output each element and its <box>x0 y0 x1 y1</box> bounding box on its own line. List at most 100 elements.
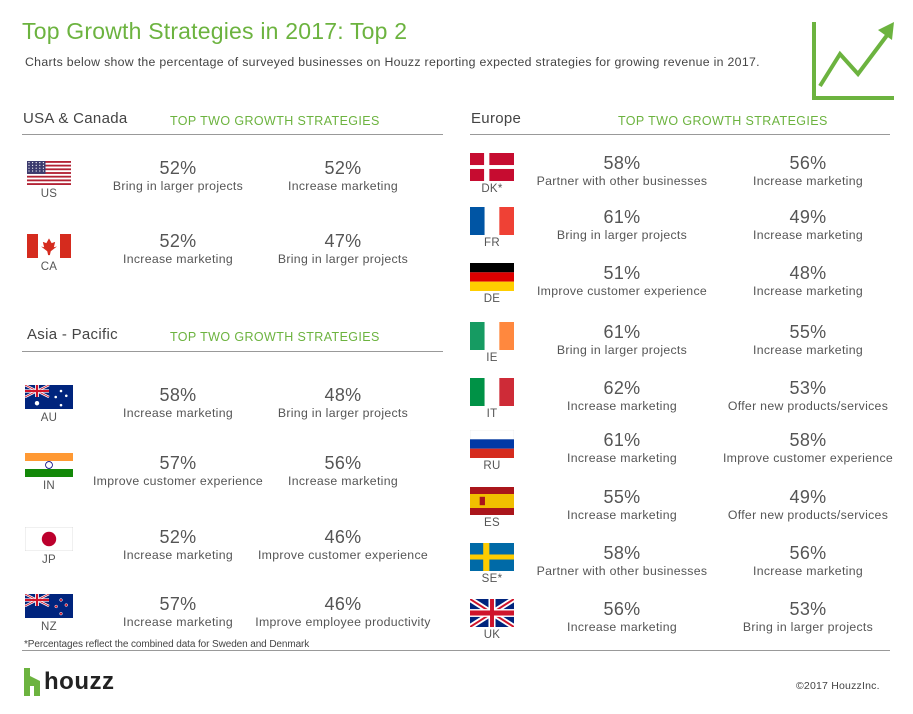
strategy-two: 55% Increase marketing <box>713 322 903 358</box>
strategy-two: 53% Offer new products/services <box>713 378 903 414</box>
strategy-one-percent: 61% <box>603 207 641 227</box>
strategy-one-label: Increase marketing <box>567 508 677 522</box>
section-title-usa-canada: USA & Canada <box>23 110 128 127</box>
strategy-row: DE 51% Improve customer experience 48% I… <box>0 263 913 313</box>
country-code: IN <box>42 480 56 492</box>
strategy-two-percent: 46% <box>324 527 362 547</box>
footer-divider <box>22 650 890 651</box>
strategy-row: JP 52% Increase marketing 46% Improve cu… <box>0 527 450 577</box>
flag-ca-icon <box>27 234 71 258</box>
strategy-one-label: Partner with other businesses <box>536 564 708 578</box>
strategy-row: IE 61% Bring in larger projects 55% Incr… <box>0 322 913 372</box>
strategy-two-percent: 53% <box>789 378 827 398</box>
strategy-one: 57% Improve customer experience <box>88 453 268 489</box>
strategy-two-label: Improve customer experience <box>257 548 429 562</box>
strategy-one-label: Improve customer experience <box>536 284 708 298</box>
strategy-two: 58% Improve customer experience <box>713 430 903 466</box>
strategy-row: NZ 57% Increase marketing 46% Improve em… <box>0 594 450 644</box>
strategy-two: 52% Increase marketing <box>248 158 438 194</box>
strategy-one: 61% Increase marketing <box>532 430 712 466</box>
strategy-row: FR 61% Bring in larger projects 49% Incr… <box>0 207 913 257</box>
country-code: IE <box>486 352 498 364</box>
strategy-two-percent: 55% <box>789 322 827 342</box>
strategy-one: 58% Increase marketing <box>88 385 268 421</box>
strategy-one-percent: 51% <box>603 263 641 283</box>
strategy-one-label: Increase marketing <box>123 252 233 266</box>
strategy-two: 46% Improve customer experience <box>248 527 438 563</box>
strategy-two-label: Offer new products/services <box>727 399 889 413</box>
flag-ru-icon <box>470 430 514 458</box>
section-divider <box>22 351 443 352</box>
page-title: Top Growth Strategies in 2017: Top 2 <box>22 18 408 44</box>
flag-jp-icon <box>25 527 73 551</box>
strategy-two-percent: 48% <box>324 385 362 405</box>
strategy-two-percent: 47% <box>324 231 362 251</box>
strategy-one: 51% Improve customer experience <box>532 263 712 299</box>
footnote: *Percentages reflect the combined data f… <box>24 639 310 650</box>
strategy-one-percent: 56% <box>603 599 641 619</box>
strategy-one-label: Increase marketing <box>123 406 233 420</box>
country-code: ES <box>484 517 500 529</box>
strategy-one-label: Bring in larger projects <box>112 179 244 193</box>
country-code: DK* <box>481 183 503 195</box>
section-title-europe: Europe <box>471 110 522 127</box>
strategy-one-percent: 52% <box>159 527 197 547</box>
strategy-one-percent: 58% <box>159 385 197 405</box>
strategy-two-percent: 49% <box>789 207 827 227</box>
strategy-one-percent: 57% <box>159 594 197 614</box>
country-code: US <box>40 188 58 200</box>
flag-es-icon <box>470 487 514 515</box>
flag-au-icon <box>25 385 73 409</box>
strategy-two: 48% Increase marketing <box>713 263 903 299</box>
copyright: ©2017 HouzzInc. <box>796 680 880 692</box>
strategy-one: 57% Increase marketing <box>88 594 268 630</box>
strategy-two-label: Offer new products/services <box>727 508 889 522</box>
houzz-wordmark: houzz <box>44 668 115 695</box>
strategy-row: UK 56% Increase marketing 53% Bring in l… <box>0 599 913 649</box>
strategy-row: DK* 58% Partner with other businesses 56… <box>0 153 913 203</box>
strategy-one-label: Improve customer experience <box>92 474 264 488</box>
country-code: UK <box>483 629 501 641</box>
strategy-two-percent: 56% <box>789 153 827 173</box>
strategy-two: 56% Increase marketing <box>713 153 903 189</box>
strategy-one-percent: 62% <box>603 378 641 398</box>
strategy-one-percent: 61% <box>603 322 641 342</box>
strategy-two-label: Increase marketing <box>288 474 398 488</box>
strategy-row: ES 55% Increase marketing 49% Offer new … <box>0 487 913 537</box>
strategy-two-percent: 56% <box>324 453 362 473</box>
strategy-one: 58% Partner with other businesses <box>532 543 712 579</box>
growth-chart-icon <box>812 22 894 100</box>
strategy-two-label: Bring in larger projects <box>742 620 874 634</box>
strategy-one: 62% Increase marketing <box>532 378 712 414</box>
strategy-one: 61% Bring in larger projects <box>532 322 712 358</box>
country-code: RU <box>483 460 501 472</box>
section-divider <box>470 134 890 135</box>
country-code: JP <box>41 554 57 566</box>
strategy-two-label: Increase marketing <box>753 174 863 188</box>
flag-de-icon <box>470 263 514 291</box>
strategy-one-percent: 61% <box>603 430 641 450</box>
strategy-one-label: Increase marketing <box>567 620 677 634</box>
country-code: CA <box>40 261 58 273</box>
strategy-one-label: Partner with other businesses <box>536 174 708 188</box>
section-subtitle-asia-pacific: TOP TWO GROWTH STRATEGIES <box>170 330 380 344</box>
country-code: IT <box>486 408 498 420</box>
strategy-one-label: Increase marketing <box>123 548 233 562</box>
strategy-two-percent: 56% <box>789 543 827 563</box>
houzz-logo-icon <box>24 668 40 696</box>
strategy-one-percent: 58% <box>603 153 641 173</box>
page-subtitle: Charts below show the percentage of surv… <box>25 55 760 69</box>
flag-fr-icon <box>470 207 514 235</box>
strategy-one-percent: 58% <box>603 543 641 563</box>
strategy-two-label: Improve customer experience <box>722 451 894 465</box>
country-code: DE <box>483 293 501 305</box>
strategy-one: 55% Increase marketing <box>532 487 712 523</box>
strategy-two-percent: 52% <box>324 158 362 178</box>
strategy-one: 58% Partner with other businesses <box>532 153 712 189</box>
strategy-one: 52% Bring in larger projects <box>88 158 268 194</box>
strategy-two-label: Increase marketing <box>753 343 863 357</box>
section-divider <box>22 134 443 135</box>
flag-in-icon <box>25 453 73 477</box>
strategy-two-percent: 58% <box>789 430 827 450</box>
strategy-two: 48% Bring in larger projects <box>248 385 438 421</box>
